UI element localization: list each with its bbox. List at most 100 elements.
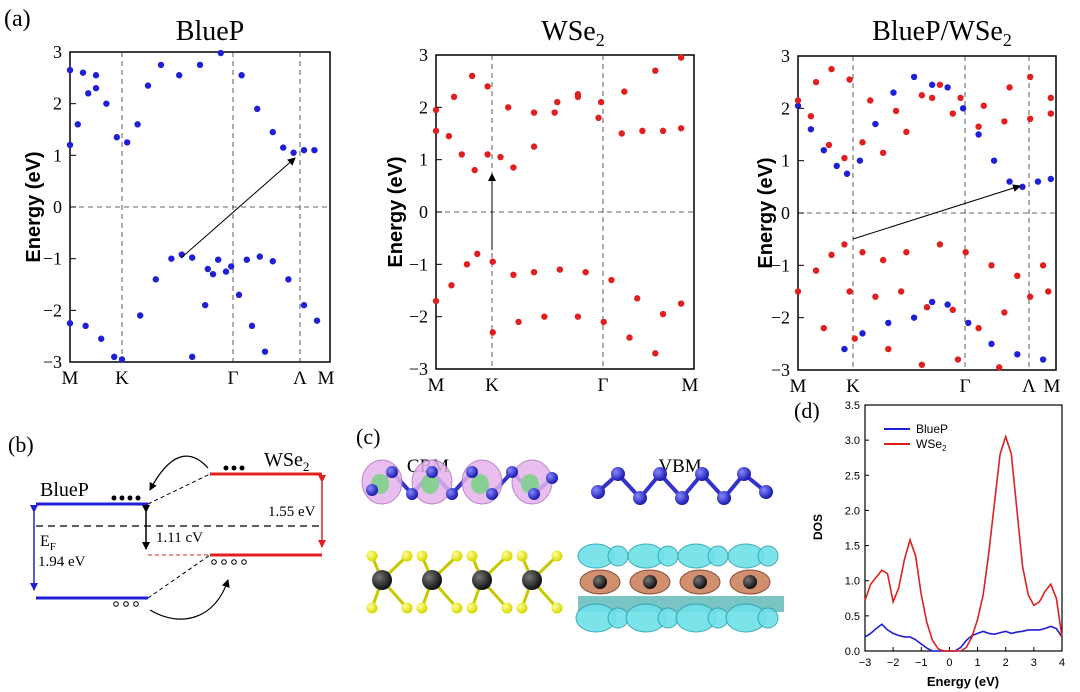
plot-frame: [864, 404, 1063, 652]
band-point: [965, 319, 972, 327]
offset-value: 1.11 cV: [156, 530, 203, 546]
panel-label-d: (d): [794, 398, 820, 423]
legend-label-wse2: WSe2: [916, 437, 947, 453]
band-point: [859, 249, 866, 256]
band-point: [474, 250, 481, 258]
band-point: [843, 170, 851, 177]
x-tick-label: 3: [1031, 657, 1037, 669]
band-point: [928, 94, 936, 102]
band-point: [1019, 183, 1026, 191]
band-point: [872, 293, 879, 300]
band-point: [1045, 288, 1052, 295]
band-point: [228, 263, 235, 270]
band-point: [554, 98, 561, 106]
y-tick-label: 2: [419, 97, 428, 117]
y-tick-label: 1.0: [845, 576, 860, 588]
gap-arrow: [852, 184, 1021, 240]
band-point: [137, 312, 144, 319]
band-point: [923, 304, 931, 311]
chart-title-bluep: BlueP: [176, 16, 244, 47]
band-point: [812, 78, 820, 86]
band-point: [1039, 262, 1047, 269]
band-point: [828, 251, 835, 259]
band-point: [677, 300, 685, 307]
band-point: [936, 241, 944, 248]
band-point: [825, 141, 833, 149]
band-point: [196, 61, 204, 69]
band-point: [794, 102, 802, 109]
band-point: [269, 258, 276, 265]
y-tick-label: −2: [43, 300, 62, 320]
band-point: [471, 166, 478, 174]
panel-label-c: (c): [356, 424, 380, 449]
band-point: [1001, 118, 1008, 125]
band-point: [261, 348, 269, 355]
band-point: [910, 314, 918, 321]
band-point: [597, 98, 605, 106]
holes-bluep: [113, 601, 139, 607]
band-point: [959, 105, 967, 112]
band-point: [652, 350, 659, 357]
band-alignment-diagram: BlueP WSe2 EF 1.94 eV 1.55 eV 1.11 cV: [30, 449, 326, 620]
band-point: [510, 271, 517, 278]
band-point: [98, 335, 105, 342]
band-point: [828, 65, 835, 73]
band-point: [463, 261, 471, 268]
y-axis-label: Energy (eV): [385, 156, 407, 267]
band-point: [949, 110, 956, 117]
band-point: [530, 143, 538, 150]
band-point: [510, 164, 517, 171]
band-point: [144, 82, 152, 89]
band-point: [157, 61, 165, 69]
band-point: [879, 256, 887, 264]
y-tick-label: 3: [781, 46, 790, 66]
dos-line-wse2: [864, 434, 1063, 652]
y-tick-label: −2: [409, 307, 428, 327]
band-point: [215, 256, 222, 263]
chart-title-heterostructure: BlueP/WSe2: [872, 16, 1012, 50]
x-axis-label: Energy (eV): [927, 674, 999, 689]
band-point: [300, 301, 308, 309]
band-point: [445, 132, 453, 140]
band-point: [975, 131, 982, 138]
band-point: [1006, 84, 1013, 91]
electrons-wse2: [223, 465, 245, 471]
x-tick-label: M: [790, 376, 807, 397]
band-point: [484, 151, 491, 158]
band-point: [489, 258, 496, 265]
band-point: [928, 298, 936, 306]
x-tick-label: 0: [946, 657, 952, 669]
band-point: [111, 353, 118, 361]
y-tick-label: −1: [409, 254, 428, 274]
band-point: [530, 268, 538, 276]
band-point: [290, 149, 297, 156]
band-point: [269, 128, 276, 136]
band-point: [124, 139, 131, 146]
band-point: [621, 88, 628, 95]
y-axis-label: Energy (eV): [23, 151, 45, 262]
band-point: [892, 107, 900, 115]
band-point: [859, 139, 866, 146]
y-tick-label: 2.5: [845, 470, 860, 482]
x-tick-label: −1: [915, 657, 928, 669]
band-point: [74, 121, 82, 128]
band-point: [1001, 309, 1008, 316]
band-point: [980, 102, 987, 109]
band-point: [851, 335, 858, 342]
band-point: [903, 128, 910, 136]
band-point: [918, 361, 926, 368]
band-point: [846, 288, 853, 295]
band-point: [1027, 115, 1034, 123]
band-point: [928, 81, 936, 88]
band-point: [677, 125, 685, 132]
band-point: [103, 100, 110, 107]
band-point: [820, 147, 827, 154]
band-point: [859, 330, 866, 337]
band-point: [820, 324, 827, 332]
y-tick-label: 3: [53, 42, 62, 62]
vbm-label: VBM: [658, 456, 701, 477]
band-point: [988, 340, 995, 348]
band-point: [432, 127, 440, 135]
x-tick-label: K: [846, 376, 860, 397]
band-point: [118, 356, 126, 363]
